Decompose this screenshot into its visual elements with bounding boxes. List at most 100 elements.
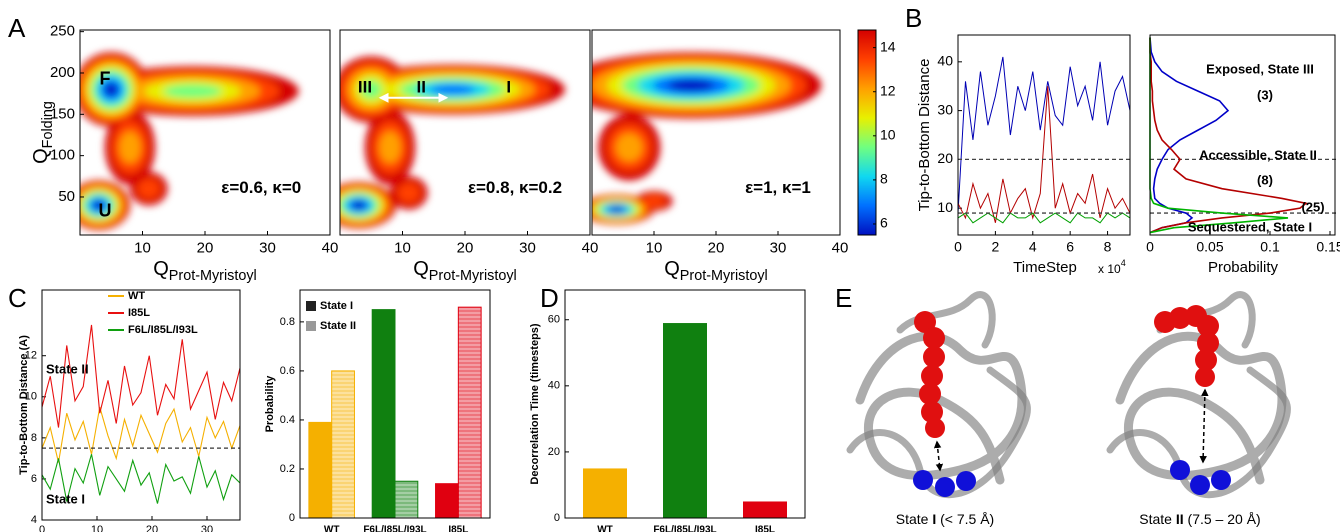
colorbar-tick-label: 14 [880,38,896,54]
x-scale-exp: 4 [1121,258,1126,268]
caption-state: I [932,511,936,527]
x-tick-label: 30 [519,239,536,256]
annotation: State II [46,361,89,376]
x-tick-label: 8 [1104,238,1112,254]
annotation: ε=0.8, κ=0.2 [468,178,562,197]
legend-label: State II [320,320,356,332]
axis-label-main: Q [30,148,52,164]
density-contour [610,207,623,212]
annotation: I [506,77,511,96]
density-contour [352,201,365,209]
axis-label-sub: Folding [40,101,56,148]
x-tick-label: 20 [197,239,214,256]
x-tick-label: WT [597,525,613,532]
x-tick-label: I85L [755,525,775,532]
y-axis-label: Probability [264,375,276,433]
y-tick-label: 200 [50,64,75,81]
x-tick-label: 30 [770,239,787,256]
x-tick-label: 10 [646,239,663,256]
bar [395,481,418,518]
series-line [42,407,240,462]
myristoyl-spheres [914,305,1219,438]
axis-label: QProt-Myristoyl [664,258,768,284]
caption-state: II [1176,511,1184,527]
bar [332,371,355,518]
y-tick-label: 8 [31,432,37,444]
y-tick-label: 10 [937,199,953,215]
colorbar-tick-label: 6 [880,215,888,231]
heatmap-density [561,52,821,224]
caption: State II (7.5 – 20 Å) [1139,511,1260,527]
x-tick-label: 40 [322,239,339,256]
annotation: Sequestered, State I [1188,219,1312,234]
heatmap [561,52,821,224]
panel-label: E [835,283,852,313]
bar [436,484,459,518]
bar [309,422,332,518]
x-tick-label: 0.05 [1196,238,1223,254]
y-tick-label: 0.4 [280,414,295,426]
axis-label-sub: Prot-Myristoyl [169,268,257,284]
y-tick-label: 0.2 [280,463,295,475]
bar [372,310,395,518]
density-contour [379,131,400,163]
annotation: Accessible, State II [1199,147,1317,162]
density-contour [138,179,161,199]
density-contour [398,183,421,203]
annotation: (8) [1257,172,1273,187]
x-tick-label: 10 [394,239,411,256]
panel-label: D [540,283,559,313]
caption-prefix: State [1139,511,1172,527]
y-tick-label: 40 [937,53,953,69]
density-contour [119,131,140,163]
x-scale-label: x 104 [1098,258,1126,276]
annotation: F [100,68,111,88]
annotation: ε=1, κ=1 [745,178,811,197]
bar [743,501,787,518]
x-tick-label: 0.1 [1260,238,1280,254]
axis-label-main: Q [153,258,169,280]
y-tick-label: 0 [289,512,295,524]
colorbar [858,30,876,235]
density-contour [430,85,475,95]
y-tick-label: 0 [554,512,560,524]
figure: State I (< 7.5 Å) State II (7.5 – 20 Å) … [0,0,1340,532]
legend-swatch [306,321,316,331]
x-scale-base: x 10 [1098,262,1121,276]
y-tick-label: 60 [548,314,560,326]
caption-range: (< 7.5 Å) [940,511,994,527]
panel-label: B [905,3,922,33]
legend-label: F6L/I85L/I93L [128,324,198,336]
x-tick-label: F6L/I85L/I93L [363,525,426,532]
annotation: ε=0.6, κ=0 [221,178,301,197]
y-tick-label: 20 [937,150,953,166]
series-line [958,213,1130,223]
y-tick-label: 0.6 [280,365,295,377]
y-tick-label: 50 [58,188,75,205]
y-tick-label: 40 [548,380,560,392]
x-tick-label: 20 [146,524,158,532]
axis-label-sub: Prot-Myristoyl [680,268,768,284]
legend-label: WT [128,290,145,302]
y-tick-label: 20 [548,446,560,458]
annotation: State I [46,491,85,506]
legend-label: State I [320,300,353,312]
x-tick-label: F6L/I85L/I93L [653,525,716,532]
density-contour [616,133,643,161]
bar [583,468,627,518]
annotation: II [417,77,426,96]
x-tick-label: 2 [991,238,999,254]
x-tick-label: WT [324,525,340,532]
x-tick-label: 20 [708,239,725,256]
axis-label-sub: Prot-Myristoyl [429,268,517,284]
x-axis-label: TimeStep [1013,259,1077,276]
axis-label: QProt-Myristoyl [413,258,517,284]
x-tick-label: 4 [1029,238,1037,254]
axis-label-main: Q [413,258,429,280]
annotation: (3) [1257,87,1273,102]
colorbar-tick-label: 8 [880,171,888,187]
caption-range: (7.5 – 20 Å) [1188,511,1261,527]
x-tick-label: 0 [1146,238,1154,254]
axis-label: QProt-Myristoyl [153,258,257,284]
x-tick-label: 40 [832,239,849,256]
